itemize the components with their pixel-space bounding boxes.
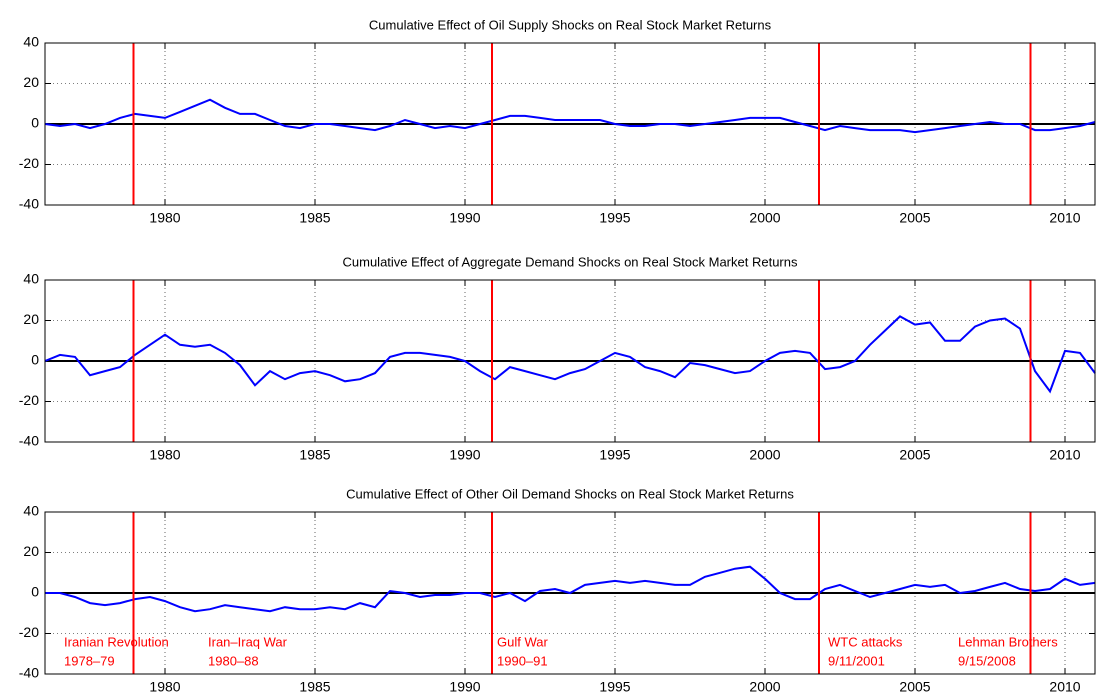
annotation: Gulf War bbox=[497, 634, 548, 649]
x-tick-label: 1995 bbox=[599, 447, 630, 463]
y-tick-label: 20 bbox=[23, 311, 39, 327]
x-tick-label: 2005 bbox=[899, 679, 930, 692]
y-tick-label: 40 bbox=[23, 503, 39, 519]
x-tick-label: 2010 bbox=[1049, 210, 1080, 226]
x-tick-label: 2005 bbox=[899, 210, 930, 226]
y-tick-label: -40 bbox=[19, 196, 39, 212]
x-tick-label: 2010 bbox=[1049, 447, 1080, 463]
y-tick-label: -40 bbox=[19, 665, 39, 681]
plot-frame bbox=[44, 42, 1096, 206]
annotation: 1978–79 bbox=[64, 653, 115, 668]
x-tick-label: 2000 bbox=[749, 679, 780, 692]
x-tick-label: 1985 bbox=[299, 447, 330, 463]
y-tick-label: 0 bbox=[31, 115, 39, 131]
x-tick-label: 1995 bbox=[599, 679, 630, 692]
annotation: 1990–91 bbox=[497, 653, 548, 668]
y-tick-label: -40 bbox=[19, 433, 39, 449]
y-tick-label: 0 bbox=[31, 352, 39, 368]
y-tick-label: 20 bbox=[23, 74, 39, 90]
x-tick-label: 1990 bbox=[449, 210, 480, 226]
x-tick-label: 1980 bbox=[149, 447, 180, 463]
plot-frame bbox=[44, 511, 1096, 675]
x-tick-label: 2005 bbox=[899, 447, 930, 463]
x-tick-label: 1995 bbox=[599, 210, 630, 226]
y-tick-label: 40 bbox=[23, 271, 39, 287]
y-tick-label: 0 bbox=[31, 584, 39, 600]
annotation: Iran–Iraq War bbox=[208, 634, 288, 649]
y-tick-label: 20 bbox=[23, 543, 39, 559]
data-line bbox=[44, 315, 1096, 394]
x-tick-label: 2000 bbox=[749, 210, 780, 226]
chart-title: Cumulative Effect of Oil Supply Shocks o… bbox=[369, 17, 772, 32]
data-line bbox=[45, 565, 1096, 613]
x-tick-label: 1990 bbox=[449, 679, 480, 692]
x-tick-label: 2010 bbox=[1049, 679, 1080, 692]
plot-frame bbox=[44, 279, 1096, 443]
x-tick-label: 1985 bbox=[299, 210, 330, 226]
data-line bbox=[44, 98, 1096, 134]
x-tick-label: 1985 bbox=[299, 679, 330, 692]
x-tick-label: 2000 bbox=[749, 447, 780, 463]
y-tick-label: -20 bbox=[19, 392, 39, 408]
chart-title: Cumulative Effect of Other Oil Demand Sh… bbox=[346, 486, 794, 501]
annotation: 9/15/2008 bbox=[958, 653, 1016, 668]
x-tick-label: 1990 bbox=[449, 447, 480, 463]
y-tick-label: -20 bbox=[19, 155, 39, 171]
panel: Cumulative Effect of Aggregate Demand Sh… bbox=[19, 254, 1096, 463]
annotation: WTC attacks bbox=[828, 634, 903, 649]
panel: Cumulative Effect of Other Oil Demand Sh… bbox=[19, 486, 1096, 692]
annotation: Lehman Brothers bbox=[958, 634, 1058, 649]
y-tick-label: -20 bbox=[19, 624, 39, 640]
y-tick-label: 40 bbox=[23, 34, 39, 50]
x-tick-label: 1980 bbox=[149, 679, 180, 692]
panel: Cumulative Effect of Oil Supply Shocks o… bbox=[19, 17, 1096, 226]
annotation: 1980–88 bbox=[208, 653, 259, 668]
chart-title: Cumulative Effect of Aggregate Demand Sh… bbox=[343, 254, 798, 269]
annotation: Iranian Revolution bbox=[64, 634, 169, 649]
x-tick-label: 1980 bbox=[149, 210, 180, 226]
annotation: 9/11/2001 bbox=[828, 653, 885, 668]
